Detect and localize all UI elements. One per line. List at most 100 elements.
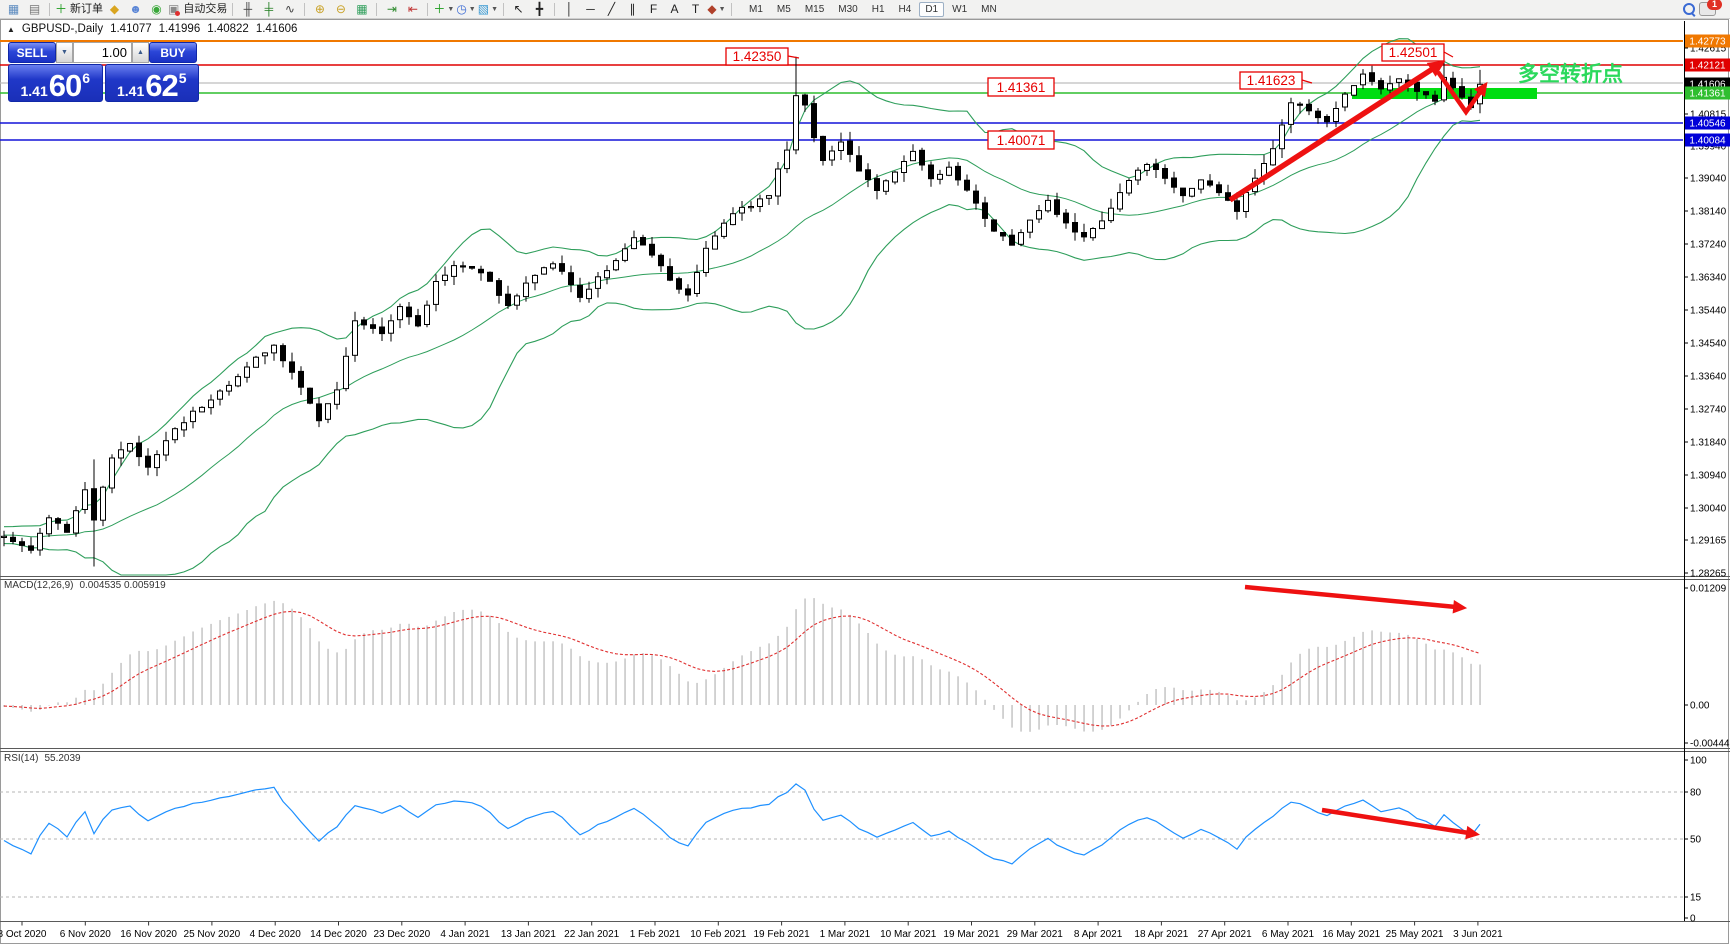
date-label: 10 Feb 2021	[690, 929, 747, 940]
date-label: 6 Nov 2020	[60, 929, 112, 940]
bollinger-lower-band	[3, 119, 1481, 576]
indicators-button: ＋	[433, 1, 446, 16]
price-tick-label: 1.30940	[1690, 471, 1727, 482]
autotrading-button[interactable]: ▣ 自动交易	[168, 1, 227, 18]
crosshair-icon[interactable]: ╋	[530, 1, 549, 18]
price-line-badge	[1685, 86, 1730, 100]
zoom-out-icon[interactable]: ⊖	[331, 1, 350, 18]
price-line-badge	[1685, 133, 1730, 147]
buy-price-big: 62	[145, 68, 178, 103]
templates-button[interactable]: ▧ ▼	[478, 1, 498, 18]
date-label: 13 Jan 2021	[501, 929, 556, 940]
horizontal-line-icon[interactable]: ─	[581, 1, 600, 18]
main-toolbar: ▦ ▤ ＋新订单 ◆ ☻ ◉ ▣ 自动交易 ╫ ╪ ∿ ⊕ ⊖ ▦ ⇥ ⇤ ＋ ▼ ◷ ▼ ▧ ▼ ↖ ╋ │ ─ ╱ ∥ F A T ◆ ▼ M…	[0, 0, 1730, 19]
date-label: 19 Mar 2021	[943, 929, 1000, 940]
price-tick-label: 1.33640	[1690, 372, 1727, 383]
indicators-button[interactable]: ＋ ▼	[433, 1, 454, 18]
timeframe-M5[interactable]: M5	[776, 3, 791, 15]
symbol-period-label: GBPUSD-,Daily	[21, 23, 104, 35]
volume-increase-button[interactable]: ▲	[132, 42, 149, 63]
chart-shift-icon[interactable]: ⇤	[403, 1, 422, 18]
search-button[interactable]	[1679, 1, 1698, 18]
notification-badge: 1	[1707, 0, 1722, 10]
zoom-in-icon: ⊕	[314, 1, 325, 16]
price-tick-label: 1.29165	[1690, 536, 1727, 547]
templates-button: ▧	[477, 1, 490, 16]
chart-window[interactable]	[0, 19, 1729, 944]
annotation-price-label: 1.40071	[997, 133, 1046, 148]
notifications-button[interactable]: 1	[1699, 0, 1722, 16]
vertical-line-icon[interactable]: │	[560, 1, 579, 18]
date-label: 4 Dec 2020	[250, 929, 302, 940]
trendline-icon[interactable]: ╱	[602, 1, 621, 18]
sell-price-display[interactable]: 1.41 60 6	[8, 64, 103, 102]
trendline-icon: ╱	[607, 1, 616, 16]
macd-scale-label: 0.01209	[1690, 584, 1727, 595]
experts-icon[interactable]: ☻	[126, 1, 145, 18]
cursor-icon[interactable]: ↖	[509, 1, 528, 18]
fibonacci-icon[interactable]: F	[644, 1, 663, 18]
annotation-price-label: 1.41623	[1247, 73, 1296, 88]
price-tick-label: 1.35440	[1690, 306, 1727, 317]
tile-windows-icon[interactable]: ▦	[352, 1, 371, 18]
profiles-icon[interactable]: ▤	[25, 1, 44, 18]
buy-price-display[interactable]: 1.41 62 5	[104, 64, 199, 103]
history-center-icon[interactable]: ◆	[105, 1, 124, 18]
new-chart-icon[interactable]: ▦	[4, 1, 23, 18]
arrows-icon[interactable]: ◆ ▼	[707, 1, 726, 18]
timeframe-D1[interactable]: D1	[919, 1, 945, 17]
price-line-badge	[1685, 58, 1730, 72]
timeframe-M30[interactable]: M30	[838, 3, 858, 15]
ohlc-close: 1.41606	[255, 23, 298, 35]
macd-scale-label: -0.004446	[1690, 739, 1730, 750]
volume-input[interactable]	[73, 42, 132, 63]
collapse-arrow-icon[interactable]: ▲	[7, 25, 15, 34]
bar-chart-icon[interactable]: ╫	[238, 1, 257, 18]
candlestick-chart-icon[interactable]: ╪	[259, 1, 278, 18]
timeframe-M15[interactable]: M15	[804, 3, 825, 15]
new-order-button[interactable]: ＋新订单	[55, 1, 103, 18]
macd-histogram	[3, 598, 1481, 732]
timeframe-H1[interactable]: H1	[871, 3, 885, 15]
timeframe-H4[interactable]: H4	[898, 3, 912, 15]
text-label-icon[interactable]: T	[686, 1, 705, 18]
sell-price-prefix: 1.41	[20, 83, 48, 99]
timeframe-M1[interactable]: M1	[749, 3, 763, 15]
chevron-down-icon: ▼	[718, 5, 726, 13]
price-tick-label: 1.39040	[1690, 174, 1727, 185]
zoom-in-icon[interactable]: ⊕	[310, 1, 329, 18]
macd-signal-line	[3, 610, 1481, 727]
rsi-label: RSI(14) 55.2039	[4, 753, 81, 764]
sell-button[interactable]: SELL	[8, 42, 56, 63]
candles-group	[1, 51, 1483, 567]
price-tick-label: 1.36340	[1690, 273, 1727, 284]
text-icon[interactable]: A	[665, 1, 684, 18]
date-label: 3 Jun 2021	[1453, 929, 1503, 940]
date-label: 25 Nov 2020	[184, 929, 241, 940]
buy-button[interactable]: BUY	[149, 42, 197, 63]
tile-windows-icon: ▦	[356, 1, 368, 16]
toolbar-separator	[554, 2, 556, 16]
bollinger-middle-band	[4, 93, 1481, 538]
toolbar-separator	[503, 2, 505, 16]
macd-scale-label: 0.00	[1690, 701, 1710, 712]
volume-decrease-button[interactable]: ▼	[56, 42, 73, 63]
toolbar-separator	[376, 2, 378, 16]
pullback-zigzag-arrow	[1436, 70, 1483, 116]
timeframe-W1[interactable]: W1	[952, 3, 968, 15]
periods-button[interactable]: ◷ ▼	[456, 1, 475, 18]
equidistant-channel-icon[interactable]: ∥	[623, 1, 642, 18]
toolbar-separator	[731, 2, 733, 16]
auto-scroll-icon[interactable]: ⇥	[382, 1, 401, 18]
chart-title: ▲ GBPUSD-,Daily 1.41077 1.41996 1.40822 …	[7, 23, 297, 35]
timeframe-MN[interactable]: MN	[981, 3, 997, 15]
line-chart-icon[interactable]: ∿	[280, 1, 299, 18]
profiles-icon: ▤	[28, 1, 41, 16]
ohlc-high: 1.41996	[158, 23, 201, 35]
price-tick-label: 1.34540	[1690, 339, 1727, 350]
price-tick-label: 1.38140	[1690, 207, 1727, 218]
chart-canvas[interactable]: 1.42350 1.42501 1.41623 1.41361 1.40071 多空转折点…	[0, 19, 1730, 945]
new-order-button: ＋	[55, 1, 68, 16]
signals-icon[interactable]: ◉	[147, 1, 166, 18]
